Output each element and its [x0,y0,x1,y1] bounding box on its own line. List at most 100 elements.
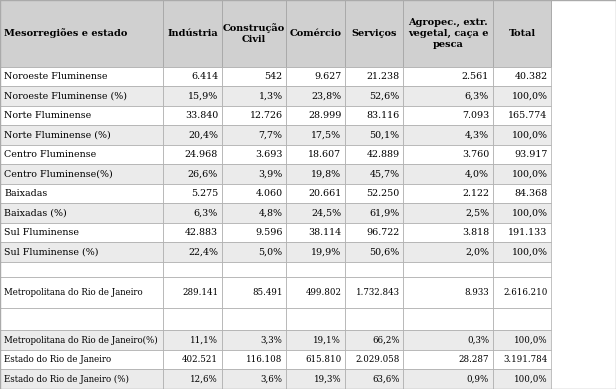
Text: 8.933: 8.933 [464,287,489,296]
Text: 6,3%: 6,3% [194,209,218,217]
Text: 191.133: 191.133 [508,228,548,237]
Text: 4.060: 4.060 [256,189,283,198]
Bar [286,67,345,86]
Text: 66,2%: 66,2% [372,336,400,345]
Bar [222,67,286,86]
Bar [286,262,345,277]
Text: 100,0%: 100,0% [512,169,548,178]
Bar [0,0,163,67]
Text: 15,9%: 15,9% [188,91,218,100]
Text: 50,1%: 50,1% [370,130,400,139]
Bar [493,0,551,67]
Text: 402.521: 402.521 [182,355,218,364]
Bar [163,277,222,308]
Bar [493,86,551,105]
Text: 24.968: 24.968 [185,150,218,159]
Text: Metropolitana do Rio de Janeiro(%): Metropolitana do Rio de Janeiro(%) [4,336,158,345]
Bar [222,350,286,370]
Bar [286,370,345,389]
Bar [0,86,163,105]
Bar [493,184,551,203]
Text: Norte Fluminense (%): Norte Fluminense (%) [4,130,111,139]
Bar [163,308,222,331]
Bar [403,105,493,125]
Bar [345,308,403,331]
Text: Agropec., extr.
vegetal, caça e
pesca: Agropec., extr. vegetal, caça e pesca [408,18,488,49]
Text: Norte Fluminense: Norte Fluminense [4,111,92,120]
Text: 12,6%: 12,6% [190,375,218,384]
Bar [0,262,163,277]
Text: Noroeste Fluminense (%): Noroeste Fluminense (%) [4,91,128,100]
Bar [345,370,403,389]
Text: 93.917: 93.917 [514,150,548,159]
Text: 38.114: 38.114 [308,228,341,237]
Text: Sul Fluminense: Sul Fluminense [4,228,79,237]
Text: 7,7%: 7,7% [259,130,283,139]
Text: Total: Total [508,29,536,38]
Bar [345,125,403,145]
Bar [345,0,403,67]
Text: Centro Fluminense(%): Centro Fluminense(%) [4,169,113,178]
Text: 3,6%: 3,6% [261,375,283,384]
Text: 28.999: 28.999 [308,111,341,120]
Text: 100,0%: 100,0% [512,130,548,139]
Text: Indústria: Indústria [167,29,218,38]
Bar [403,145,493,164]
Text: 83.116: 83.116 [367,111,400,120]
Bar [163,262,222,277]
Bar [286,164,345,184]
Bar [0,242,163,262]
Text: 7.093: 7.093 [462,111,489,120]
Text: 12.726: 12.726 [249,111,283,120]
Bar [345,277,403,308]
Bar [345,86,403,105]
Text: 20.661: 20.661 [308,189,341,198]
Text: 100,0%: 100,0% [512,247,548,256]
Bar [493,105,551,125]
Bar [493,308,551,331]
Bar [286,308,345,331]
Text: Baixadas (%): Baixadas (%) [4,209,67,217]
Bar [0,223,163,242]
Bar [493,67,551,86]
Bar [403,242,493,262]
Bar [286,145,345,164]
Bar [345,331,403,350]
Bar [163,86,222,105]
Text: 2.616.210: 2.616.210 [503,287,548,296]
Bar [345,350,403,370]
Text: 85.491: 85.491 [252,287,283,296]
Bar [0,105,163,125]
Text: 96.722: 96.722 [367,228,400,237]
Bar [163,105,222,125]
Text: Centro Fluminense: Centro Fluminense [4,150,97,159]
Bar [286,105,345,125]
Text: 50,6%: 50,6% [370,247,400,256]
Text: 21.238: 21.238 [367,72,400,81]
Text: 11,1%: 11,1% [190,336,218,345]
Text: 165.774: 165.774 [508,111,548,120]
Text: 100,0%: 100,0% [514,375,548,384]
Bar [163,203,222,223]
Text: 28.287: 28.287 [458,355,489,364]
Bar [0,184,163,203]
Bar [0,67,163,86]
Bar [0,277,163,308]
Text: 3.760: 3.760 [462,150,489,159]
Bar [403,262,493,277]
Bar [163,164,222,184]
Bar [403,0,493,67]
Bar [222,203,286,223]
Bar [493,370,551,389]
Bar [222,125,286,145]
Bar [403,350,493,370]
Bar [403,203,493,223]
Bar [403,331,493,350]
Bar [286,86,345,105]
Bar [286,331,345,350]
Text: 63,6%: 63,6% [372,375,400,384]
Bar [403,86,493,105]
Text: 84.368: 84.368 [514,189,548,198]
Text: Estado do Rio de Janeiro: Estado do Rio de Janeiro [4,355,111,364]
Bar [222,262,286,277]
